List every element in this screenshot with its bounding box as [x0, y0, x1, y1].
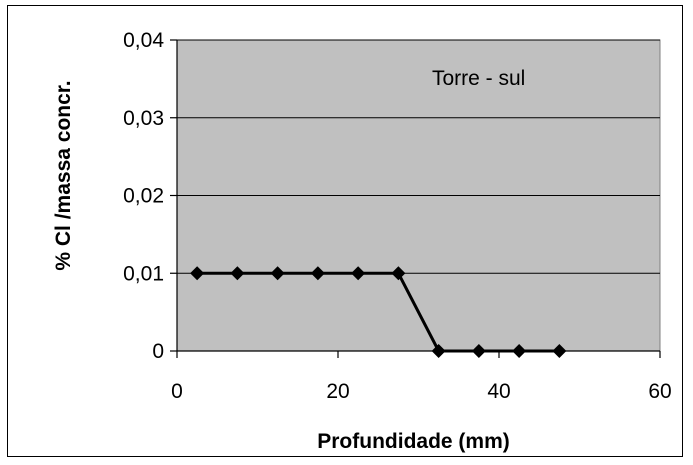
data-point [310, 266, 325, 281]
data-point [351, 266, 366, 281]
y-tick-label: 0,04 [123, 29, 164, 52]
data-point [552, 344, 567, 358]
data-point [512, 344, 527, 358]
y-tick-label: 0,02 [123, 185, 164, 208]
data-point [431, 344, 446, 358]
data-point [391, 266, 406, 281]
x-tick-label: 40 [487, 380, 510, 403]
series-line [197, 271, 560, 353]
tick-labels: 0 0,01 0,02 0,03 0,04 0 20 40 60 [123, 29, 672, 403]
y-tick-label: 0,01 [123, 262, 164, 285]
series-layer [190, 266, 567, 358]
y-axis-title: % Cl /massa concr. [52, 80, 75, 270]
x-tick-label: 20 [326, 380, 349, 403]
y-tick-label: 0 [152, 340, 164, 363]
chart-annotation: Torre - sul [432, 67, 525, 90]
data-point [471, 344, 486, 358]
x-axis-title: Profundidade (mm) [317, 430, 510, 453]
y-tick-label: 0,03 [123, 107, 164, 130]
data-point [230, 266, 245, 281]
x-tick-label: 0 [171, 380, 183, 403]
x-tick-label: 60 [648, 380, 671, 403]
data-point [190, 266, 205, 281]
data-point [270, 266, 285, 281]
